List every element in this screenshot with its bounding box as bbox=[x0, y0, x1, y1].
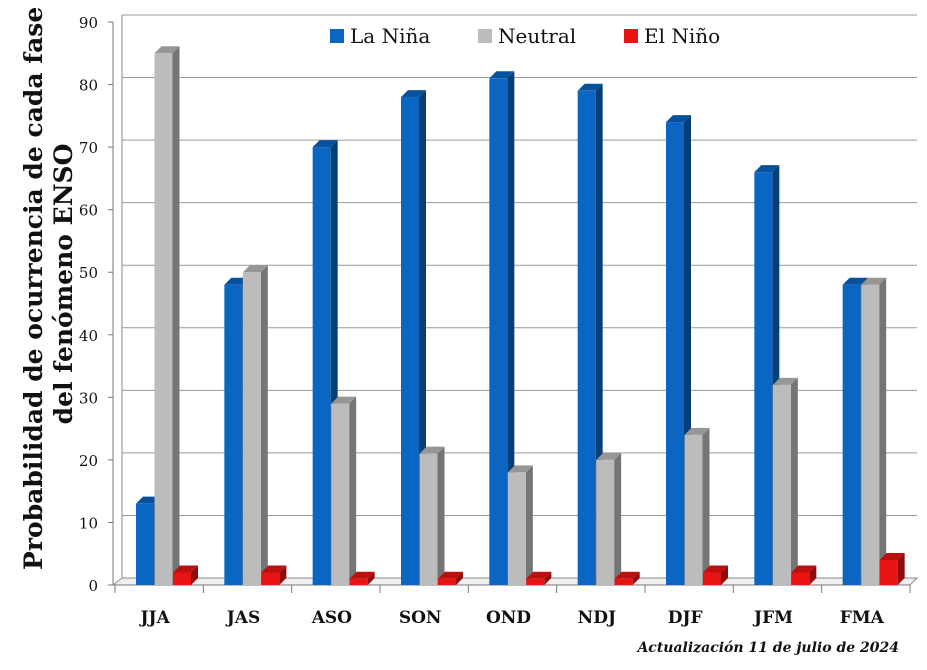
legend-swatch bbox=[478, 29, 492, 43]
bar-front bbox=[578, 91, 596, 585]
x-tick-label: DJF bbox=[668, 608, 703, 628]
legend-label: Neutral bbox=[498, 24, 576, 48]
bar-side bbox=[438, 447, 445, 585]
bar-side bbox=[879, 278, 886, 585]
bar-front bbox=[420, 454, 438, 585]
bar-front bbox=[489, 78, 507, 585]
bar-front bbox=[703, 572, 721, 585]
legend-swatch bbox=[624, 29, 638, 43]
bar-front bbox=[773, 385, 791, 585]
legend-label: El Niño bbox=[644, 24, 720, 48]
bar-front bbox=[224, 285, 242, 585]
x-tick-label: OND bbox=[486, 608, 531, 628]
bar-front bbox=[526, 579, 544, 585]
y-tick-label: 80 bbox=[79, 77, 98, 95]
bar-fma-1 bbox=[861, 278, 886, 585]
y-tick-label: 10 bbox=[79, 514, 98, 532]
bar-front bbox=[438, 579, 456, 585]
y-tick-label: 60 bbox=[79, 202, 98, 220]
x-tick-label: NDJ bbox=[578, 608, 616, 628]
x-tick-label: JJA bbox=[139, 608, 171, 628]
bar-side bbox=[261, 265, 268, 585]
x-tick-label: SON bbox=[399, 608, 442, 628]
bar-front bbox=[173, 572, 191, 585]
x-tick-label: JFM bbox=[752, 608, 793, 628]
y-tick-label: 0 bbox=[88, 577, 98, 595]
enso-probability-chart: 0 10 20 30 40 50 60 70 80 90 JJA JAS ASO SON OND NDJ DJ… bbox=[0, 0, 927, 670]
x-tick-labels: JJA JAS ASO SON OND NDJ DJF JFM FMA bbox=[139, 608, 885, 628]
y-tick-label: 40 bbox=[79, 327, 98, 345]
bar-jas-1 bbox=[243, 265, 268, 585]
bar-jfm-1 bbox=[773, 378, 798, 585]
y-axis-label-line-1: Probabilidad de ocurrencia de cada fase bbox=[19, 7, 48, 570]
bar-front bbox=[754, 172, 772, 585]
bar-son-1 bbox=[420, 447, 445, 585]
bar-front bbox=[261, 572, 279, 585]
bar-djf-1 bbox=[685, 428, 710, 585]
bar-ndj-1 bbox=[596, 453, 621, 585]
y-tick-label: 30 bbox=[79, 389, 98, 407]
bar-side bbox=[791, 378, 798, 585]
bar-front bbox=[880, 560, 898, 585]
y-axis-label: Probabilidad de ocurrencia de cada fase … bbox=[19, 0, 78, 570]
y-tick-label: 90 bbox=[79, 14, 98, 32]
bar-front bbox=[350, 579, 368, 585]
y-tick-label: 50 bbox=[79, 264, 98, 282]
bar-front bbox=[136, 504, 154, 585]
x-tick-label: JAS bbox=[225, 608, 261, 628]
bar-side bbox=[526, 465, 533, 585]
bar-front bbox=[791, 572, 809, 585]
x-tick-label: FMA bbox=[840, 608, 885, 628]
bar-front bbox=[155, 53, 173, 585]
update-date-note: Actualización 11 de julio de 2024 bbox=[637, 640, 899, 656]
bar-front bbox=[243, 272, 261, 585]
legend: La Niña Neutral El Niño bbox=[330, 24, 720, 48]
bar-front bbox=[596, 460, 614, 585]
bar-front bbox=[508, 472, 526, 585]
bar-ond-1 bbox=[508, 465, 533, 585]
bar-front bbox=[666, 122, 684, 585]
bar-front bbox=[685, 435, 703, 585]
legend-label: La Niña bbox=[350, 24, 430, 48]
y-axis-label-line-2: del fenómeno ENSO bbox=[49, 144, 78, 425]
bar-side bbox=[614, 453, 621, 585]
y-tick-label: 70 bbox=[79, 139, 98, 157]
bar-jja-1 bbox=[155, 46, 180, 585]
bar-aso-1 bbox=[331, 397, 356, 585]
legend-item-2: El Niño bbox=[624, 24, 720, 48]
bars bbox=[136, 46, 905, 585]
legend-swatch bbox=[330, 29, 344, 43]
bar-front bbox=[861, 285, 879, 585]
legend-item-1: Neutral bbox=[478, 24, 576, 48]
bar-front bbox=[401, 97, 419, 585]
x-tick-label: ASO bbox=[311, 608, 352, 628]
bar-front bbox=[615, 579, 633, 585]
bar-side bbox=[349, 397, 356, 585]
legend-item-0: La Niña bbox=[330, 24, 430, 48]
y-tick-label: 20 bbox=[79, 452, 98, 470]
y-tick-labels: 0 10 20 30 40 50 60 70 80 90 bbox=[79, 14, 98, 595]
bar-side bbox=[703, 428, 710, 585]
bar-front bbox=[313, 147, 331, 585]
bar-front bbox=[843, 285, 861, 585]
bar-side bbox=[173, 46, 180, 585]
bar-fma-2 bbox=[880, 553, 905, 585]
bar-front bbox=[331, 404, 349, 585]
